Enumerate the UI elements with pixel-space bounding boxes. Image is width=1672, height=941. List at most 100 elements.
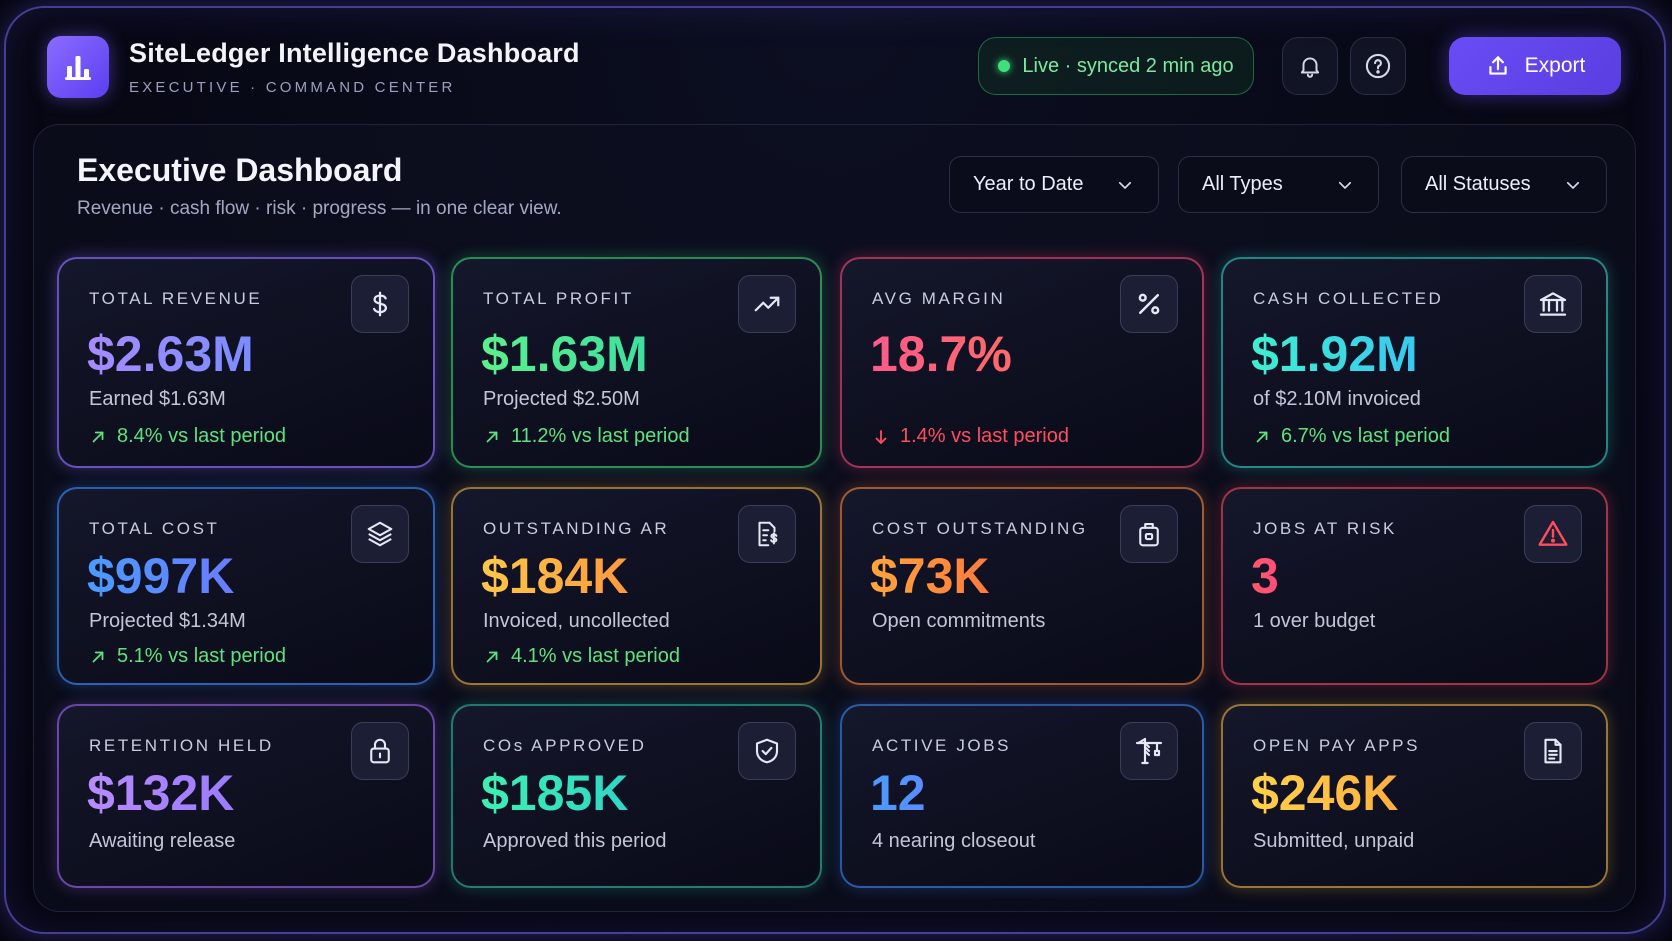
kpi-label: TOTAL PROFIT xyxy=(483,289,634,308)
kpi-trend-text: 1.4% vs last period xyxy=(900,425,1069,447)
bar-chart-icon xyxy=(65,56,91,80)
trending-up-icon xyxy=(738,275,796,333)
upload-icon xyxy=(1488,56,1507,75)
kpi-label: ACTIVE JOBS xyxy=(872,736,1012,755)
kpi-card-total-profit[interactable]: TOTAL PROFIT $1.63M Projected $2.50M 11.… xyxy=(451,257,822,468)
kpi-card-active-jobs[interactable]: ACTIVE JOBS 12 4 nearing closeout xyxy=(840,704,1204,888)
kpi-value: $73K xyxy=(870,548,990,604)
kpi-label: JOBS AT RISK xyxy=(1253,519,1397,538)
period-select[interactable]: Year to Date xyxy=(949,156,1159,213)
kpi-label: OPEN PAY APPS xyxy=(1253,736,1421,755)
layers-icon xyxy=(351,505,409,563)
kpi-card-jobs-at-risk[interactable]: JOBS AT RISK 3 1 over budget xyxy=(1221,487,1608,685)
kpi-subtext: of $2.10M invoiced xyxy=(1253,388,1421,410)
status-select[interactable]: All Statuses xyxy=(1401,156,1607,213)
kpi-label: OUTSTANDING AR xyxy=(483,519,670,538)
kpi-subtext: Open commitments xyxy=(872,610,1046,632)
kpi-subtext: Awaiting release xyxy=(89,830,236,852)
help-button[interactable] xyxy=(1350,37,1406,95)
kpi-card-cash-collected[interactable]: CASH COLLECTED $1.92M of $2.10M invoiced… xyxy=(1221,257,1608,468)
kpi-value: 18.7% xyxy=(870,326,1012,382)
kpi-subtext: Earned $1.63M xyxy=(89,388,226,410)
kpi-value: $185K xyxy=(481,765,629,821)
kpi-value: $1.63M xyxy=(481,326,648,382)
kpi-value: $997K xyxy=(87,548,235,604)
live-status-text: Live · synced 2 min ago xyxy=(1022,54,1234,77)
kpi-label: CASH COLLECTED xyxy=(1253,289,1444,308)
kpi-card-total-revenue[interactable]: TOTAL REVENUE $2.63M Earned $1.63M 8.4% … xyxy=(57,257,435,468)
kpi-card-retention-held[interactable]: RETENTION HELD $132K Awaiting release xyxy=(57,704,435,888)
export-button[interactable]: Export xyxy=(1449,37,1621,95)
kpi-label: TOTAL COST xyxy=(89,519,220,538)
kpi-card-outstanding-ar[interactable]: OUTSTANDING AR $184K Invoiced, uncollect… xyxy=(451,487,822,685)
page-subtitle: Revenue · cash flow · risk · progress — … xyxy=(77,198,562,219)
kpi-subtext: Projected $1.34M xyxy=(89,610,246,632)
kpi-card-cost-outstanding[interactable]: COST OUTSTANDING $73K Open commitments xyxy=(840,487,1204,685)
arrow-up-right-icon xyxy=(92,651,104,662)
kpi-subtext: 4 nearing closeout xyxy=(872,830,1036,852)
percent-icon xyxy=(1120,275,1178,333)
lock-icon xyxy=(351,722,409,780)
arrow-up-right-icon xyxy=(486,431,498,442)
chevron-down-icon xyxy=(1566,181,1580,189)
kpi-card-avg-margin[interactable]: AVG MARGIN 18.7% 1.4% vs last period xyxy=(840,257,1204,468)
kpi-trend: 5.1% vs last period xyxy=(89,645,286,668)
chevron-down-icon xyxy=(1118,181,1132,189)
type-select-value: All Types xyxy=(1202,173,1283,195)
page-title: Executive Dashboard xyxy=(77,152,403,188)
kpi-subtext: Invoiced, uncollected xyxy=(483,610,670,632)
kpi-label: TOTAL REVENUE xyxy=(89,289,263,308)
kpi-label: RETENTION HELD xyxy=(89,736,274,755)
kpi-card-total-cost[interactable]: TOTAL COST $997K Projected $1.34M 5.1% v… xyxy=(57,487,435,685)
kpi-value: 3 xyxy=(1251,548,1279,604)
bank-icon xyxy=(1524,275,1582,333)
warning-icon xyxy=(1524,505,1582,563)
kpi-trend-text: 4.1% vs last period xyxy=(511,645,680,667)
kpi-label: AVG MARGIN xyxy=(872,289,1006,308)
arrow-down-icon xyxy=(875,429,887,444)
document-icon xyxy=(1524,722,1582,780)
kpi-value: $246K xyxy=(1251,765,1399,821)
export-label: Export xyxy=(1524,54,1586,77)
kpi-subtext: 1 over budget xyxy=(1253,610,1376,632)
kpi-trend: 6.7% vs last period xyxy=(1253,425,1450,448)
invoice-icon xyxy=(738,505,796,563)
chevron-down-icon xyxy=(1338,181,1352,189)
type-select[interactable]: All Types xyxy=(1178,156,1379,213)
kpi-trend-text: 5.1% vs last period xyxy=(117,645,286,667)
period-select-value: Year to Date xyxy=(973,173,1084,195)
kpi-trend-text: 11.2% vs last period xyxy=(511,425,690,447)
kpi-value: $1.92M xyxy=(1251,326,1418,382)
arrow-up-right-icon xyxy=(1256,431,1268,442)
app-logo[interactable] xyxy=(47,36,109,98)
arrow-up-right-icon xyxy=(92,431,104,442)
kpi-trend-text: 6.7% vs last period xyxy=(1281,425,1450,447)
status-select-value: All Statuses xyxy=(1425,173,1531,195)
kpi-trend: 11.2% vs last period xyxy=(483,425,690,448)
kpi-value: 12 xyxy=(870,765,926,821)
kpi-value: $2.63M xyxy=(87,326,254,382)
notifications-button[interactable] xyxy=(1282,37,1338,95)
crane-icon xyxy=(1120,722,1178,780)
kpi-value: $132K xyxy=(87,765,235,821)
kpi-subtext: Projected $2.50M xyxy=(483,388,640,410)
kpi-card-cos-approved[interactable]: COs APPROVED $185K Approved this period xyxy=(451,704,822,888)
kpi-trend: 1.4% vs last period xyxy=(872,425,1069,448)
kpi-trend: 8.4% vs last period xyxy=(89,425,286,448)
app-subtitle: EXECUTIVE · COMMAND CENTER xyxy=(129,79,456,96)
kpi-subtext: Submitted, unpaid xyxy=(1253,830,1415,852)
briefcase-icon xyxy=(1120,505,1178,563)
kpi-value: $184K xyxy=(481,548,629,604)
kpi-trend: 4.1% vs last period xyxy=(483,645,680,668)
kpi-card-open-pay-apps[interactable]: OPEN PAY APPS $246K Submitted, unpaid xyxy=(1221,704,1608,888)
live-status-badge: Live · synced 2 min ago xyxy=(978,37,1254,95)
help-icon xyxy=(1365,53,1391,79)
kpi-trend-text: 8.4% vs last period xyxy=(117,425,286,447)
bell-icon xyxy=(1300,57,1320,78)
shield-check-icon xyxy=(738,722,796,780)
dollar-icon xyxy=(351,275,409,333)
kpi-label: COST OUTSTANDING xyxy=(872,519,1088,538)
app-title: SiteLedger Intelligence Dashboard xyxy=(129,38,580,68)
live-dot-icon xyxy=(998,60,1011,72)
kpi-subtext: Approved this period xyxy=(483,830,667,852)
